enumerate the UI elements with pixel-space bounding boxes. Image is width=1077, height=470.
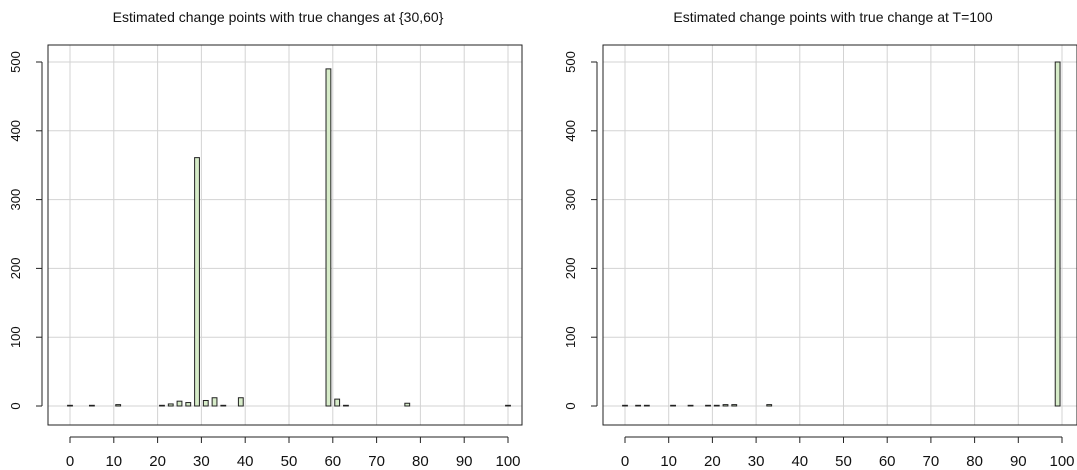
- left-x-tick-label: 40: [237, 453, 254, 470]
- right-bar: [643, 404, 650, 407]
- left-bar: [185, 402, 192, 407]
- left-y-tick-label: 400: [8, 120, 23, 142]
- right-chart-title: Estimated change points with true change…: [673, 9, 992, 25]
- left-bar: [202, 399, 209, 407]
- right-y-axis: 0 100 200 300 400 500: [563, 51, 598, 410]
- left-bar: [176, 400, 183, 407]
- left-x-tick-label: 20: [149, 453, 166, 470]
- left-x-tick-label: 90: [456, 453, 473, 470]
- left-x-tick-label: 80: [412, 453, 429, 470]
- left-bar: [325, 68, 332, 407]
- left-chart-title: Estimated change points with true change…: [113, 9, 444, 25]
- left-bar: [88, 404, 95, 407]
- right-bar: [1054, 61, 1061, 407]
- right-y-tick-label: 300: [563, 189, 578, 211]
- left-y-tick-label: 500: [8, 51, 23, 73]
- right-bar: [622, 404, 628, 407]
- right-x-tick-label: 20: [704, 453, 721, 470]
- right-y-tick-label: 100: [563, 326, 578, 348]
- left-bar: [115, 404, 122, 407]
- left-bar: [167, 403, 174, 407]
- right-x-tick-label: 30: [748, 453, 765, 470]
- right-chart-panel: Estimated change points with true change…: [563, 9, 1077, 470]
- left-bars: [67, 68, 511, 407]
- right-y-tick-label: 400: [563, 120, 578, 142]
- right-bar: [766, 404, 773, 407]
- left-y-tick-label: 0: [8, 402, 23, 409]
- left-bar: [404, 402, 411, 407]
- left-x-tick-label: 50: [281, 453, 298, 470]
- left-bar: [220, 404, 227, 407]
- right-x-tick-label: 0: [621, 453, 629, 470]
- left-bar: [343, 404, 349, 407]
- right-bars: [622, 61, 1061, 407]
- left-y-tick-label: 100: [8, 326, 23, 348]
- left-x-tick-label: 0: [66, 453, 74, 470]
- right-bar: [635, 404, 642, 407]
- left-x-axis: 0 10 20 30 40 50 60 70 80 90 100: [66, 436, 521, 470]
- left-plot-border: [47, 44, 523, 426]
- left-bar: [505, 404, 511, 407]
- right-x-axis: 0 10 20 30 40 50 60 70 80 90 100: [621, 436, 1075, 470]
- right-x-tick-label: 50: [835, 453, 852, 470]
- right-gridlines: [603, 45, 1077, 425]
- left-gridlines: [48, 45, 522, 425]
- right-bar: [705, 404, 711, 407]
- right-y-tick-label: 500: [563, 51, 578, 73]
- right-x-tick-label: 60: [879, 453, 896, 470]
- right-y-tick-label: 200: [563, 258, 578, 280]
- right-bar: [731, 404, 738, 407]
- left-chart-panel: Estimated change points with true change…: [8, 9, 523, 470]
- left-y-axis: 0 100 200 300 400 500: [8, 51, 43, 410]
- right-x-tick-label: 10: [660, 453, 677, 470]
- right-bar: [687, 404, 694, 407]
- left-bar: [67, 404, 73, 407]
- right-bar: [722, 404, 729, 407]
- right-x-tick-label: 90: [1010, 453, 1027, 470]
- right-x-tick-label: 100: [1049, 453, 1074, 470]
- left-x-tick-label: 60: [324, 453, 341, 470]
- right-plot-border: [602, 44, 1077, 426]
- left-x-tick-label: 70: [368, 453, 385, 470]
- left-x-tick-label: 10: [105, 453, 122, 470]
- left-bar: [159, 404, 165, 407]
- left-x-tick-label: 30: [193, 453, 210, 470]
- left-bar: [237, 397, 244, 407]
- left-bar: [194, 157, 200, 407]
- right-x-tick-label: 70: [923, 453, 940, 470]
- left-y-tick-label: 200: [8, 258, 23, 280]
- left-bar: [211, 397, 218, 407]
- right-y-tick-label: 0: [563, 402, 578, 409]
- left-y-tick-label: 300: [8, 189, 23, 211]
- right-x-tick-label: 40: [791, 453, 808, 470]
- left-bar: [334, 398, 341, 407]
- right-x-tick-label: 80: [966, 453, 983, 470]
- right-bar: [670, 404, 676, 407]
- left-x-tick-label: 100: [495, 453, 520, 470]
- right-bar: [713, 404, 720, 407]
